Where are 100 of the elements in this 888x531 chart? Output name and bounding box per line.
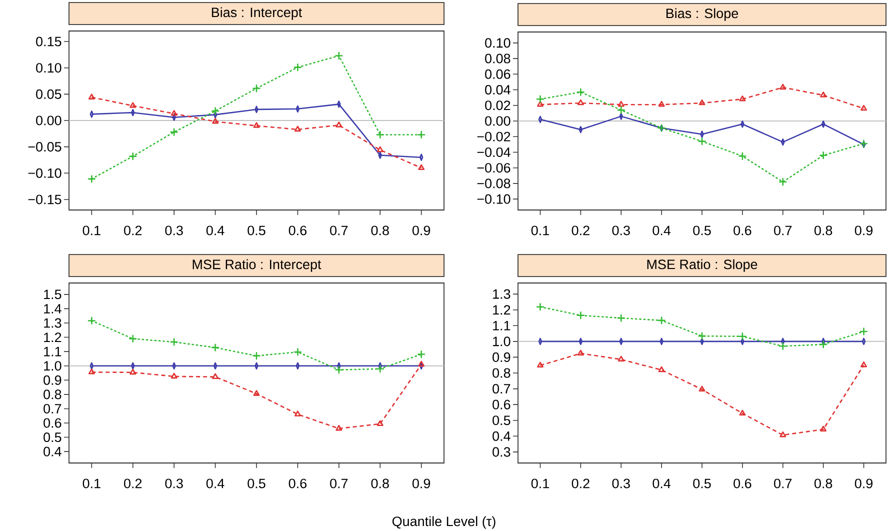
point xyxy=(418,164,425,170)
x-tick-label: 0.6 xyxy=(288,226,306,236)
point xyxy=(294,126,301,132)
y-tick-label: 0.3 xyxy=(492,447,510,457)
chart-title: MSE Ratio : Intercept xyxy=(192,259,322,272)
point xyxy=(294,410,301,416)
y-tick-label: 1.3 xyxy=(493,289,510,299)
x-tick-label: 0.5 xyxy=(693,478,711,488)
y-tick-label: 0.7 xyxy=(492,384,510,394)
point xyxy=(537,100,544,107)
point xyxy=(860,104,867,111)
point xyxy=(335,366,343,374)
point xyxy=(698,332,706,340)
x-tick-label: 0.3 xyxy=(612,478,630,488)
x-tick-label: 0.3 xyxy=(165,478,183,488)
x-tick-label: 0.5 xyxy=(248,226,266,236)
y-tick-label: 0.8 xyxy=(492,368,510,378)
point xyxy=(211,107,220,115)
point xyxy=(738,332,746,340)
point xyxy=(780,431,786,438)
x-tick-label: 0.9 xyxy=(412,478,430,488)
y-tick-label: −0.02 xyxy=(477,132,510,142)
point xyxy=(212,118,219,124)
point xyxy=(418,360,425,367)
point xyxy=(211,344,220,352)
x-tick-label: 0.1 xyxy=(531,478,549,488)
y-tick-label: 0.9 xyxy=(492,352,510,362)
point xyxy=(658,100,665,107)
y-tick-label: 1.3 xyxy=(44,318,62,328)
point xyxy=(130,368,136,375)
y-tick-label: 0.00 xyxy=(485,116,510,126)
point xyxy=(819,152,828,160)
point xyxy=(376,365,384,373)
y-tick-label: 0.04 xyxy=(485,84,510,95)
point xyxy=(170,128,178,136)
y-tick-label: 0.5 xyxy=(492,416,510,426)
x-tick-label: 0.1 xyxy=(82,478,100,488)
chart-title: MSE Ratio : Slope xyxy=(647,259,758,272)
y-tick-label: 0.15 xyxy=(36,36,62,46)
x-tick-label: 0.4 xyxy=(206,478,224,488)
point xyxy=(819,340,828,348)
x-tick-label: 0.8 xyxy=(371,478,389,488)
point xyxy=(88,175,96,183)
x-axis-title: Quantile Level (τ) xyxy=(392,516,496,529)
point xyxy=(536,95,544,103)
x-tick-label: 0.8 xyxy=(371,226,389,236)
point xyxy=(88,368,95,374)
point xyxy=(294,63,302,72)
point xyxy=(618,356,624,362)
y-tick-label: −0.06 xyxy=(477,163,510,173)
x-tick-label: 0.7 xyxy=(774,478,792,488)
point xyxy=(336,424,342,431)
point xyxy=(536,303,544,311)
y-tick-label: 0.7 xyxy=(44,404,62,414)
point xyxy=(698,99,706,106)
point xyxy=(576,312,585,320)
y-tick-label: 1.1 xyxy=(493,320,510,330)
point xyxy=(860,361,867,368)
point xyxy=(417,130,426,139)
point xyxy=(739,410,746,416)
point xyxy=(658,366,665,372)
x-tick-label: 0.6 xyxy=(734,226,752,236)
y-tick-label: 1.2 xyxy=(44,332,62,342)
point xyxy=(129,334,137,343)
y-tick-label: 0.9 xyxy=(44,375,62,385)
x-tick-label: 0.8 xyxy=(814,478,832,488)
point xyxy=(417,350,426,358)
y-tick-label: 1.0 xyxy=(493,336,510,346)
point xyxy=(698,137,706,146)
x-tick-label: 0.7 xyxy=(774,226,792,236)
x-tick-label: 0.1 xyxy=(531,226,549,236)
point xyxy=(170,338,178,346)
x-tick-label: 0.2 xyxy=(124,226,142,236)
point xyxy=(88,316,96,325)
chart-title: Bias : Slope xyxy=(666,8,738,21)
y-tick-label: −0.08 xyxy=(477,178,510,188)
y-tick-label: −0.15 xyxy=(28,194,62,204)
y-tick-label: 1.1 xyxy=(44,346,62,356)
point xyxy=(170,372,178,379)
y-tick-label: 0.05 xyxy=(36,89,62,99)
point xyxy=(617,106,625,114)
y-tick-label: 0.6 xyxy=(492,400,510,410)
y-tick-label: 0.02 xyxy=(485,100,510,110)
y-tick-label: −0.04 xyxy=(477,147,510,157)
x-tick-label: 0.6 xyxy=(734,478,752,488)
x-tick-label: 0.4 xyxy=(652,226,671,236)
point xyxy=(376,420,384,426)
point xyxy=(88,94,95,100)
point xyxy=(658,316,666,324)
point xyxy=(617,314,625,322)
y-tick-label: −0.10 xyxy=(28,168,62,178)
point xyxy=(253,122,260,128)
point xyxy=(779,178,787,186)
x-tick-label: 0.5 xyxy=(693,226,711,236)
point xyxy=(335,52,343,60)
x-tick-label: 0.7 xyxy=(330,226,348,236)
y-tick-label: 0.5 xyxy=(44,432,62,442)
point xyxy=(376,146,384,152)
y-tick-label: 0.4 xyxy=(44,446,62,456)
chart-title: Bias : Intercept xyxy=(212,7,302,20)
